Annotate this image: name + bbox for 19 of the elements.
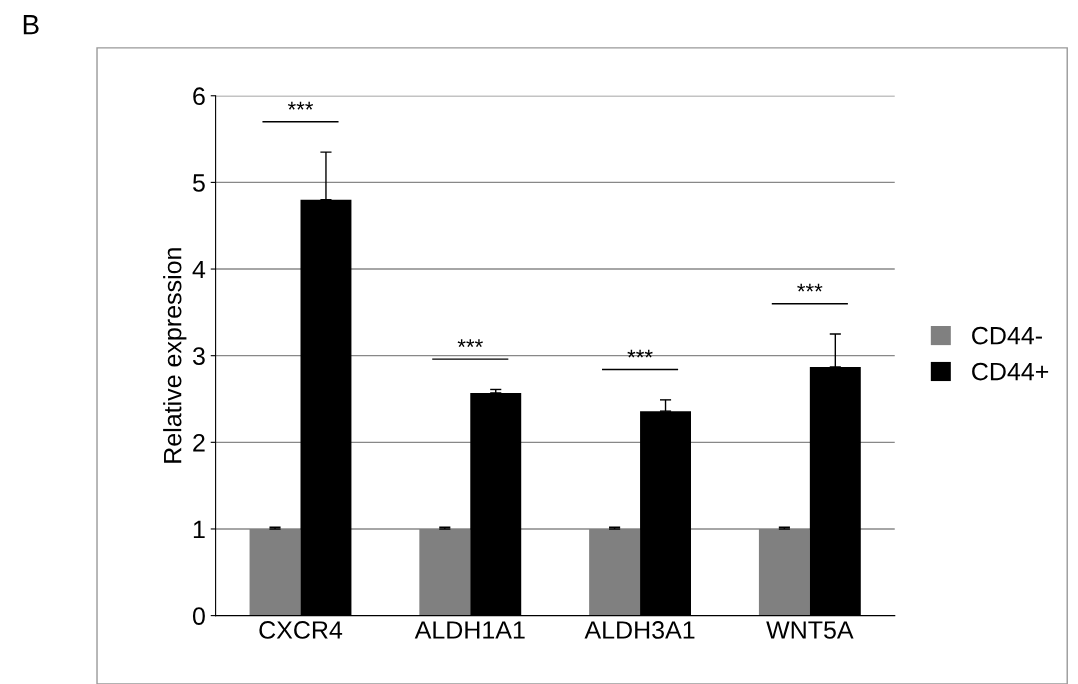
- y-tick-label: 3: [192, 347, 205, 365]
- annotation: ***: [627, 349, 653, 358]
- y-tick-label: 4: [192, 260, 206, 279]
- legend-label: CD44-: [972, 326, 1042, 345]
- y-tick-label: 1: [193, 520, 205, 539]
- chart-title: B: [23, 15, 39, 35]
- annotation: ***: [457, 339, 483, 348]
- x-tick-label: WNT5A: [766, 621, 854, 639]
- y-tick-label: 2: [193, 433, 205, 452]
- x-tick-label: ALDH1A1: [414, 621, 525, 639]
- y-tick-label: 5: [192, 174, 205, 192]
- annotation: ***: [287, 101, 314, 110]
- y-axis-title: Relative expression: [163, 248, 187, 463]
- annotation: ***: [797, 283, 823, 292]
- x-tick-label: ALDH3A1: [584, 621, 695, 639]
- y-tick-label: 6: [193, 87, 205, 106]
- legend-label: CD44+: [972, 362, 1049, 381]
- y-tick-label: 0: [192, 607, 205, 625]
- x-tick-label: CXCR4: [259, 621, 343, 639]
